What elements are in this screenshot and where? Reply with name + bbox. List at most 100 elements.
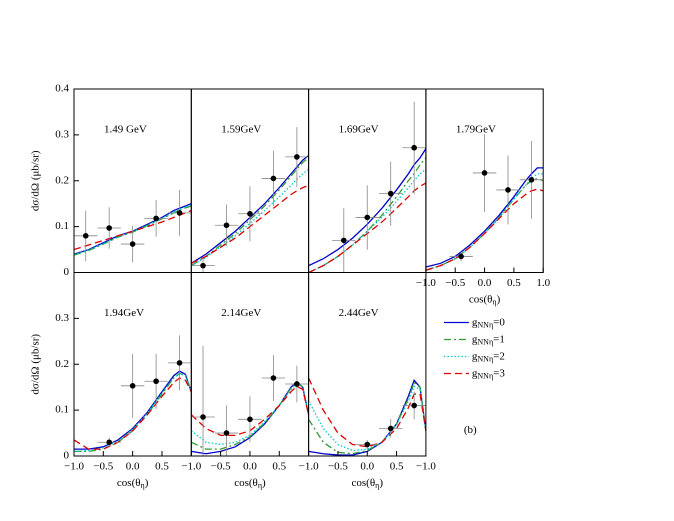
series-line — [191, 157, 309, 267]
series-line — [308, 385, 426, 452]
data-point — [247, 210, 253, 217]
series-line — [308, 377, 426, 448]
panel-frame — [190, 88, 310, 273]
series-line — [191, 184, 309, 264]
legend-symbol: g — [472, 350, 478, 362]
panel-title: 1.59GeV — [221, 124, 261, 136]
x-label-text: cos(θ — [352, 477, 376, 489]
panel-title: 2.44GeV — [339, 307, 379, 319]
x-tick-label: 1.0 — [536, 277, 550, 289]
x-tick-label: −0.5 — [445, 277, 465, 289]
data-point — [223, 222, 230, 229]
x-tick-label: −1.0 — [64, 461, 84, 473]
x-label-close: ) — [497, 293, 501, 305]
legend-sub: NNη — [477, 320, 493, 329]
x-tick-label: 0.5 — [390, 461, 404, 473]
data-point — [387, 190, 394, 197]
data-point — [153, 378, 159, 385]
legend-label: gNNη=0 — [472, 316, 505, 329]
y-tick-label: 0.2 — [55, 174, 69, 186]
x-label-sub: η — [258, 481, 262, 490]
data-point — [82, 233, 89, 239]
legend-suffix: =0 — [493, 316, 505, 328]
x-label-sub: η — [492, 297, 496, 306]
data-point — [528, 177, 535, 183]
x-tick-label: 0.0 — [360, 461, 374, 473]
series-line — [425, 167, 544, 268]
x-axis-label: cos(θη) — [352, 477, 384, 490]
x-axis-label: cos(θη) — [469, 293, 501, 306]
data-point — [481, 170, 488, 176]
series-line — [74, 203, 192, 255]
x-tick-label: −0.5 — [93, 461, 113, 473]
x-tick-label: 0.0 — [478, 277, 492, 289]
y-axis-label: dσ/dΩ (μb/sr) — [30, 334, 42, 395]
x-label-close: ) — [379, 477, 383, 489]
legend-label: gNNη=1 — [472, 333, 505, 346]
x-label-sub: η — [141, 481, 145, 490]
series-line — [191, 155, 309, 264]
data-point — [247, 416, 253, 423]
y-tick-label: 0 — [64, 450, 70, 462]
x-label-text: cos(θ — [234, 477, 258, 489]
x-tick-label: 0.5 — [272, 461, 286, 473]
data-point — [129, 241, 136, 247]
panel-title: 2.14GeV — [221, 307, 261, 319]
legend-suffix: =1 — [493, 333, 505, 345]
legend-symbol: g — [472, 316, 478, 328]
data-point — [270, 175, 277, 182]
x-tick-label: −1.0 — [299, 461, 319, 473]
x-label-close: ) — [145, 477, 149, 489]
y-tick-label: 0.3 — [55, 312, 69, 324]
x-tick-label: 0.5 — [155, 461, 169, 473]
series-line — [425, 188, 544, 271]
series-line — [308, 182, 426, 273]
data-point — [129, 383, 136, 389]
legend-label: gNNη=2 — [472, 350, 505, 363]
legend-sub: NNη — [477, 371, 493, 380]
data-point — [340, 237, 347, 244]
data-point — [411, 402, 417, 409]
panel-title: 1.79GeV — [456, 124, 496, 136]
legend-suffix: =2 — [493, 350, 505, 362]
x-tick-label: 0.0 — [243, 461, 257, 473]
y-tick-label: 0.1 — [55, 404, 69, 416]
x-tick-label: −1.0 — [181, 461, 201, 473]
data-point — [294, 154, 300, 160]
x-tick-label: 0.5 — [507, 277, 521, 289]
data-point — [505, 187, 511, 193]
data-point — [223, 430, 230, 436]
legend-label: gNNη=3 — [472, 367, 505, 380]
y-tick-label: 0.3 — [55, 128, 69, 140]
data-point — [153, 215, 159, 222]
series-line — [74, 370, 192, 450]
x-tick-label: 0.0 — [126, 461, 140, 473]
x-tick-label: −1.0 — [416, 461, 436, 473]
y-tick-label: 0.2 — [55, 358, 69, 370]
y-axis-label: dσ/dΩ (μb/sr) — [30, 150, 42, 211]
data-point — [200, 262, 206, 269]
y-tick-label: 0 — [64, 266, 70, 278]
legend-symbol: g — [472, 367, 478, 379]
y-tick-label: 0.1 — [55, 220, 69, 232]
legend-sub: NNη — [477, 354, 493, 363]
annotation: (b) — [464, 424, 477, 436]
panel-title: 1.49 GeV — [104, 124, 147, 136]
series-line — [308, 168, 426, 273]
panel-title: 1.69GeV — [339, 124, 379, 136]
panel-title: 1.94GeV — [104, 307, 144, 319]
series-line — [74, 377, 192, 450]
x-tick-label: −0.5 — [328, 461, 348, 473]
x-axis-label: cos(θη) — [234, 477, 266, 490]
series-line — [308, 148, 426, 267]
data-point — [270, 375, 277, 381]
data-point — [176, 210, 183, 216]
data-point — [176, 360, 183, 366]
x-label-close: ) — [262, 477, 266, 489]
x-label-text: cos(θ — [469, 293, 493, 305]
series-line — [425, 173, 544, 271]
data-point — [387, 425, 394, 432]
x-axis-label: cos(θη) — [117, 477, 149, 490]
data-point — [294, 381, 300, 387]
legend-sub: NNη — [477, 337, 493, 346]
